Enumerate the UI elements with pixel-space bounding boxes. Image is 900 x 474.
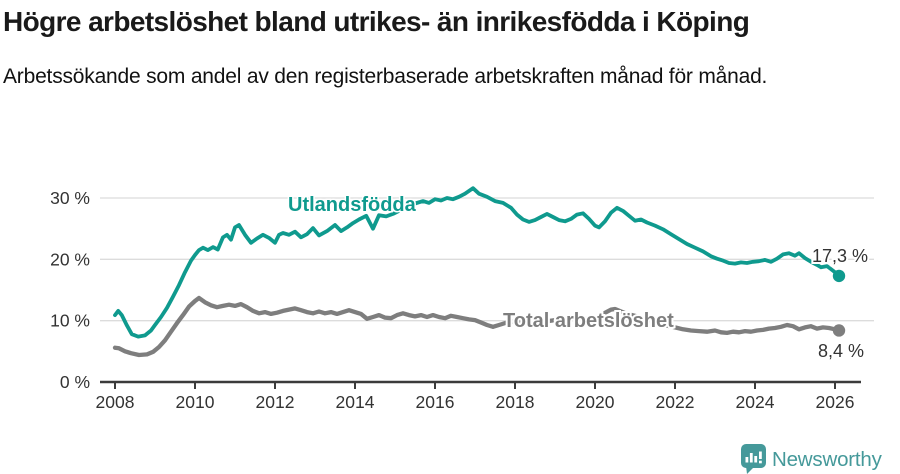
- chart-layer: 0 % 10 % 20 % 30 % 2008 2010 2012 2014 2016 2018 2…: [50, 186, 874, 412]
- x-tick-label-2020: 2020: [576, 392, 615, 412]
- x-tick-label-2024: 2024: [736, 392, 775, 412]
- y-tick-label-20: 20 %: [50, 249, 90, 269]
- x-tick-label-2014: 2014: [336, 392, 375, 412]
- x-tick-label-2012: 2012: [256, 392, 295, 412]
- end-value-label-total: 8,4 %: [818, 341, 864, 361]
- y-tick-label-30: 30 %: [50, 188, 90, 208]
- x-tick-label-2018: 2018: [496, 392, 535, 412]
- x-tick-label-2022: 2022: [656, 392, 695, 412]
- page-subtitle: Arbetssökande som andel av den registerb…: [3, 65, 768, 88]
- logo-bar-2: [749, 453, 753, 463]
- series-line-utlandsfodda: [113, 186, 841, 339]
- series-line-total: [112, 295, 842, 358]
- x-tick-label-2008: 2008: [96, 392, 135, 412]
- page-title: Högre arbetslöshet bland utrikes- än inr…: [3, 6, 750, 37]
- y-tick-label-10: 10 %: [50, 311, 90, 331]
- newsworthy-bubble-icon: [741, 444, 766, 474]
- logo-exclamation-dot: [759, 460, 762, 464]
- newsworthy-logo: Newsworthy: [741, 444, 883, 474]
- annotation-layer: Utlandsfödda Total arbetslöshet 17,3 % 8…: [287, 193, 871, 364]
- end-value-label-utlandsfodda: 17,3 %: [812, 246, 868, 266]
- series-end-dot-utlandsfodda: [832, 269, 846, 283]
- x-tick-label-2026: 2026: [816, 392, 855, 412]
- logo-exclamation: [759, 451, 762, 459]
- newsworthy-wordmark: Newsworthy: [772, 448, 883, 471]
- logo-bar-1: [745, 457, 749, 463]
- logo-bar-3: [754, 456, 758, 463]
- series-end-dot-total: [832, 324, 846, 337]
- y-tick-label-0: 0 %: [60, 372, 90, 392]
- x-tick-label-2016: 2016: [416, 392, 455, 412]
- series-label-utlandsfodda: Utlandsfödda: [288, 194, 417, 216]
- x-tick-label-2010: 2010: [176, 392, 215, 412]
- series-label-total: Total arbetslöshet: [503, 310, 674, 332]
